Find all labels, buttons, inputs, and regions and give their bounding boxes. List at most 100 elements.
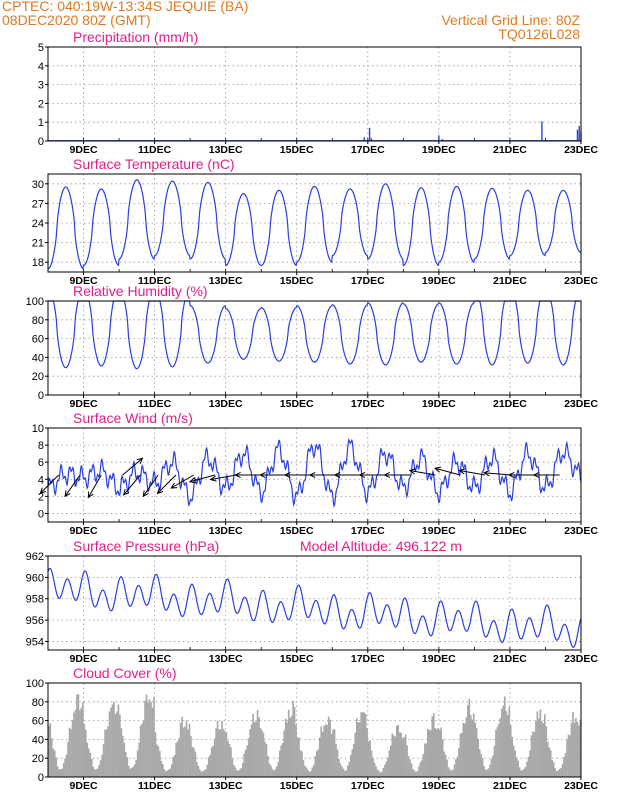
cloud-bar [509,725,512,777]
cloud-bar [558,768,561,777]
cloud-bar [321,731,324,777]
cloud-bar [105,729,108,777]
y-tick-label: 18 [32,257,44,269]
cloud-bar [273,770,275,777]
cloud-bar [329,719,331,777]
cloud-bar [144,700,146,777]
cloud-bar [555,771,558,777]
cloud-bar [370,750,373,777]
wind-arrowhead [308,471,316,479]
x-tick-label: 9DEC [70,780,98,792]
cloud-bar [71,719,74,777]
wind-arrowhead [136,457,144,464]
cloud-bar [490,758,493,777]
y-tick-label: 962 [26,551,44,563]
wind-arrowhead [188,477,196,484]
cloud-bar [190,736,192,777]
panel-title: Relative Humidity (%) [73,283,208,299]
cloud-bar [296,737,299,777]
cloud-bar [253,722,256,777]
cloud-bar [453,764,456,777]
x-tick-label: 19DEC [422,525,456,537]
cloud-bar [256,710,259,777]
wind-arrowhead [408,468,416,475]
wind-arrowhead [142,490,149,498]
cloud-bar [462,722,465,777]
y-tick-label: 2 [38,98,44,110]
y-tick-label: 40 [32,352,44,364]
cloud-bar [345,770,348,777]
cloud-bar [181,716,183,777]
cloud-bar [111,704,114,777]
x-tick-label: 13DEC [209,780,243,792]
cloud-bar [352,743,355,777]
cloud-bar [495,729,497,777]
wind-arrowhead [283,471,291,479]
cloud-bar [545,726,548,777]
wind-arrowhead [234,471,241,479]
cloud-bar [406,745,408,777]
cloud-bar [499,717,502,777]
cloud-bar [530,735,533,777]
cloud-bar [127,765,130,777]
wind-vector [122,457,143,476]
cloud-bar [53,750,56,777]
cloud-bar [437,728,440,777]
cloud-bar [265,744,268,777]
panel-frame [47,173,582,273]
y-tick-label: 80 [32,315,44,327]
cloud-bar [206,764,209,777]
cloud-bar [502,705,505,777]
cloud-bar [397,724,400,777]
cloud-bar [173,755,176,777]
cloud-bar [351,749,354,777]
cloud-bar [554,768,556,777]
wind-arrowhead [209,475,217,482]
cloud-bar [364,714,367,777]
cloud-bar [199,769,201,777]
cloud-bar [378,771,380,777]
x-tick-label: 21DEC [493,653,527,665]
cloud-bar [327,716,330,777]
x-tick-label: 11DEC [138,525,172,537]
cloud-bar [240,768,243,777]
cloud-bar [145,694,148,777]
cloud-bar [295,725,297,777]
cloud-bar [59,769,62,777]
cloud-bar [357,722,360,777]
cloud-bar [166,770,169,777]
cloud-bar [159,751,161,777]
cloud-bar [50,738,53,777]
cloud-bar [569,735,571,777]
cloud-bar [117,704,120,777]
cloud-bar [564,753,567,777]
x-tick-label: 17DEC [351,275,385,287]
cloud-bar [481,758,484,777]
cloud-bar [367,741,370,777]
x-tick-label: 19DEC [422,144,456,156]
panel-3: Surface Wind (m/s) 0 2 4 6 8 10 9DEC 11DEC 13DEC 1… [32,410,599,537]
x-tick-label: 23DEC [564,275,598,287]
x-tick-label: 17DEC [351,653,385,665]
cloud-bar [246,745,249,777]
cloud-bar [157,746,160,777]
cloud-bar [506,714,509,777]
cloud-bar [170,764,173,777]
cloud-bar [178,738,180,777]
cloud-bar [61,768,63,777]
panel-frame [47,46,582,142]
cloud-bar [398,732,401,777]
cloud-bar [70,729,72,777]
x-tick-label: 13DEC [209,144,243,156]
cloud-bar [372,758,374,777]
cloud-bar [434,728,437,777]
cloud-bar [284,718,287,777]
cloud-bar [541,721,543,777]
cloud-bar [184,726,186,777]
cloud-bar [388,750,391,777]
cloud-bar [289,717,291,777]
cloud-bar [86,742,89,777]
cloud-bar [320,726,323,777]
cloud-bar [228,743,231,777]
cloud-bar [400,732,402,777]
